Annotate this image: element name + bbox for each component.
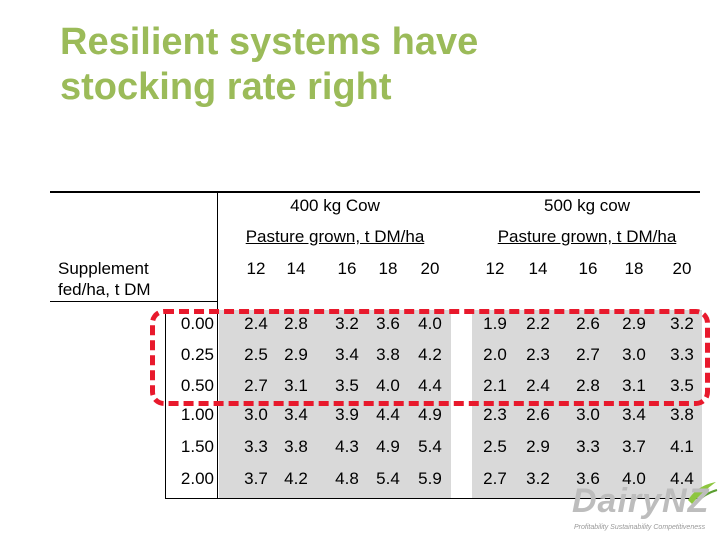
cell-400kg: 2.8 (284, 314, 308, 333)
cell-400kg: 4.0 (418, 314, 442, 333)
supplement-value: 0.50 (180, 376, 214, 395)
cell-400kg: 2.9 (284, 345, 308, 364)
cell-400kg: 3.0 (244, 405, 268, 424)
pasture-header: 20 (420, 259, 440, 278)
subheading-400kg: Pasture grown, t DM/ha (245, 227, 425, 246)
logo-tagline: Profitability Sustainability Competitive… (574, 524, 706, 531)
pasture-header: 18 (624, 259, 644, 278)
pasture-header: 14 (528, 259, 548, 278)
cell-500kg: 1.9 (483, 314, 507, 333)
supplement-value: 0.25 (180, 345, 214, 364)
row-label: Supplement fed/ha, t DM (58, 259, 151, 299)
leaf-icon (688, 482, 718, 505)
cell-400kg: 3.2 (335, 314, 359, 333)
cell-400kg: 5.4 (376, 469, 400, 488)
cell-400kg: 3.7 (244, 469, 268, 488)
cell-500kg: 2.9 (526, 437, 550, 456)
pasture-header: 18 (378, 259, 398, 278)
cell-400kg: 2.5 (244, 345, 268, 364)
cell-500kg: 2.2 (526, 314, 550, 333)
cell-400kg: 3.9 (335, 405, 359, 424)
cell-400kg: 4.4 (418, 376, 442, 395)
cell-400kg: 4.9 (376, 437, 400, 456)
cell-400kg: 3.4 (284, 405, 308, 424)
cell-400kg: 4.9 (418, 405, 442, 424)
group-heading-500kg: 500 kg cow (544, 196, 630, 215)
title-line-2: stocking rate right (60, 66, 392, 108)
pasture-header: 12 (485, 259, 505, 278)
cell-500kg: 3.0 (622, 345, 646, 364)
cell-400kg: 3.5 (335, 376, 359, 395)
supplement-value: 2.00 (180, 469, 214, 488)
cell-500kg: 2.9 (622, 314, 646, 333)
supplement-value: 1.00 (180, 405, 214, 424)
cell-400kg: 2.7 (244, 376, 268, 395)
cell-500kg: 2.0 (483, 345, 507, 364)
cell-400kg: 5.9 (418, 469, 442, 488)
cell-400kg: 2.4 (244, 314, 268, 333)
cell-500kg: 3.2 (670, 314, 694, 333)
table-top-rule (50, 191, 700, 193)
cell-500kg: 2.3 (483, 405, 507, 424)
cell-400kg: 4.0 (376, 376, 400, 395)
cell-500kg: 3.3 (576, 437, 600, 456)
table-header-rule (50, 301, 218, 302)
cell-500kg: 2.6 (576, 314, 600, 333)
table-bottom-rule (165, 498, 700, 499)
subheading-500kg: Pasture grown, t DM/ha (497, 227, 677, 246)
cell-500kg: 3.8 (670, 405, 694, 424)
cell-400kg: 3.6 (376, 314, 400, 333)
supplement-value: 0.00 (180, 314, 214, 333)
cell-500kg: 2.5 (483, 437, 507, 456)
title-line-1: Resilient systems have (60, 21, 479, 63)
cell-500kg: 2.7 (576, 345, 600, 364)
pasture-header: 12 (246, 259, 266, 278)
cell-500kg: 2.3 (526, 345, 550, 364)
dairynz-logo: DairyNZ Profitability Sustainability Com… (560, 478, 720, 540)
cell-500kg: 3.1 (622, 376, 646, 395)
cell-400kg: 3.8 (376, 345, 400, 364)
cell-500kg: 4.0 (622, 469, 646, 488)
cell-500kg: 2.8 (576, 376, 600, 395)
cell-500kg: 3.3 (670, 345, 694, 364)
cell-400kg: 3.4 (335, 345, 359, 364)
cell-400kg: 3.1 (284, 376, 308, 395)
logo-text: DairyNZ (572, 482, 710, 520)
cell-400kg: 4.2 (284, 469, 308, 488)
cell-500kg: 3.7 (622, 437, 646, 456)
cell-400kg: 4.4 (376, 405, 400, 424)
cell-500kg: 3.6 (576, 469, 600, 488)
cell-400kg: 4.2 (418, 345, 442, 364)
cell-400kg: 4.3 (335, 437, 359, 456)
pasture-header: 20 (672, 259, 692, 278)
slide-title: Resilient systems have stocking rate rig… (60, 20, 478, 110)
pasture-header: 16 (337, 259, 357, 278)
cell-500kg: 4.1 (670, 437, 694, 456)
cell-500kg: 4.4 (670, 469, 694, 488)
cell-500kg: 2.6 (526, 405, 550, 424)
cell-500kg: 2.4 (526, 376, 550, 395)
pasture-header: 14 (286, 259, 306, 278)
cell-500kg: 3.0 (576, 405, 600, 424)
cell-500kg: 3.2 (526, 469, 550, 488)
pasture-header: 16 (578, 259, 598, 278)
cell-500kg: 2.1 (483, 376, 507, 395)
cell-500kg: 2.7 (483, 469, 507, 488)
cell-500kg: 3.5 (670, 376, 694, 395)
group-heading-400kg: 400 kg Cow (290, 196, 380, 215)
supplement-value: 1.50 (180, 437, 214, 456)
cell-400kg: 4.8 (335, 469, 359, 488)
highlight-box (150, 309, 710, 406)
cell-400kg: 3.3 (244, 437, 268, 456)
row-label-divider (217, 193, 218, 498)
cell-400kg: 3.8 (284, 437, 308, 456)
cell-400kg: 5.4 (418, 437, 442, 456)
cell-500kg: 3.4 (622, 405, 646, 424)
